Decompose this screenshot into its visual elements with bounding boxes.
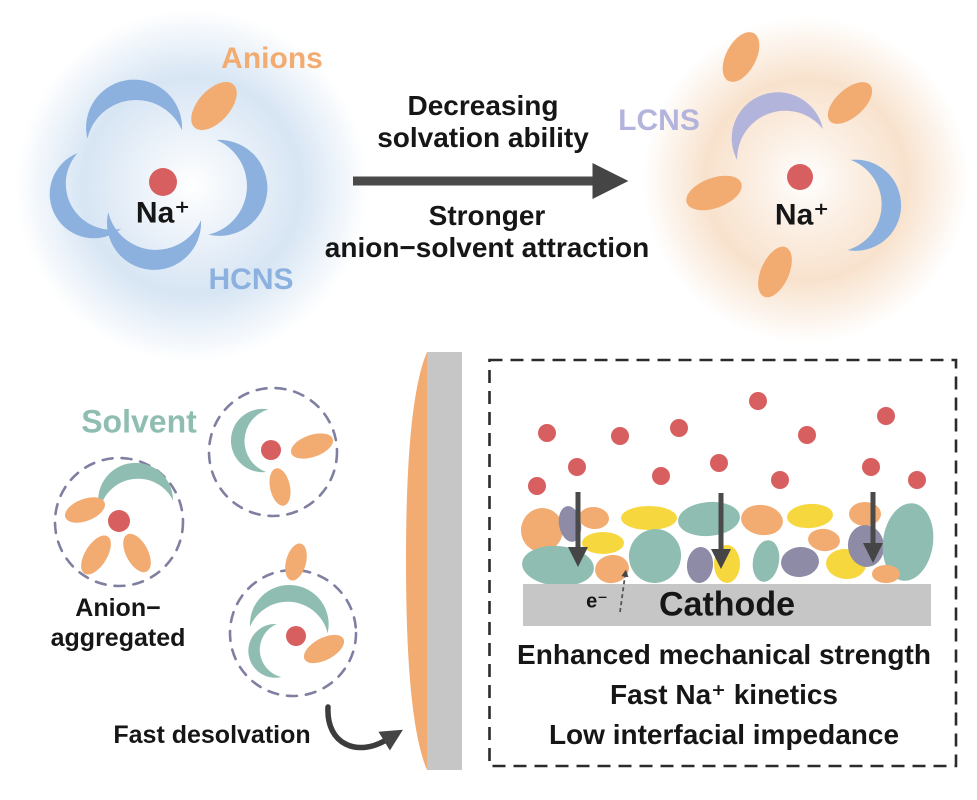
- benefit-item: Enhanced mechanical strength: [517, 639, 931, 670]
- solvent-crescent-icon: [246, 623, 282, 680]
- anion-icon: [81, 535, 111, 575]
- anion-icon: [191, 81, 237, 131]
- transition-top-line2: solvation ability: [377, 122, 589, 153]
- na-ion-dot: [261, 440, 281, 460]
- transition-bottom-line2: anion−solvent attraction: [324, 232, 650, 263]
- anion-icon: [758, 246, 792, 298]
- benefits-list: Enhanced mechanical strength Fast Na⁺ ki…: [517, 635, 931, 755]
- na-ion-label: Na⁺: [774, 198, 830, 232]
- anion-icon: [303, 634, 345, 664]
- anion-icon: [269, 468, 291, 506]
- na-ion-dot: [286, 626, 306, 646]
- benefit-item: Low interfacial impedance: [548, 719, 900, 750]
- anion-icon: [827, 82, 873, 124]
- electron-label: e⁻: [586, 590, 608, 613]
- solvation-shell-2: [207, 386, 339, 518]
- solvation-shell-aggregated: [53, 456, 185, 588]
- solvent-label: Solvent: [81, 403, 197, 440]
- dashed-shell-icon: [228, 568, 358, 698]
- interface-panel: [488, 358, 958, 768]
- solvent-crescent-icon: [249, 581, 332, 634]
- panel-dashed-border: [488, 358, 958, 768]
- transition-bottom-label: Stronger anion−solvent attraction: [325, 200, 649, 264]
- solvation-shell-3: [228, 543, 358, 698]
- electrode: [406, 352, 462, 770]
- na-ion-dot: [787, 164, 813, 190]
- na-ion-dot: [149, 168, 177, 196]
- fast-desolvation-label: Fast desolvation: [113, 721, 311, 749]
- anion-icon: [290, 433, 334, 459]
- hcns-solvation-cluster: [16, 10, 368, 362]
- anion-icon: [686, 175, 742, 211]
- insertion-arrows: [568, 492, 883, 569]
- transition-top-line1: Decreasing: [407, 90, 559, 121]
- solvent-crescent-icon: [93, 458, 174, 511]
- lcns-solvation-cluster: [643, 17, 969, 343]
- dashed-shell-icon: [53, 456, 185, 588]
- anion-icon: [722, 32, 760, 82]
- anion-icon: [285, 543, 307, 581]
- anion-aggregated-label: Anion− aggregated: [51, 593, 186, 653]
- dashed-shell-icon: [207, 386, 339, 518]
- curved-arrow-icon: [325, 704, 403, 751]
- na-ion-dots: [528, 392, 926, 495]
- anion-icon: [123, 533, 151, 573]
- anion-icon: [65, 497, 105, 523]
- transition-top-label: Decreasing solvation ability: [377, 90, 589, 154]
- na-ion-label: Na⁺: [135, 196, 191, 230]
- na-ion-dot: [108, 510, 130, 532]
- electrode-bar: [427, 352, 462, 770]
- solvent-crescent-icon: [229, 407, 269, 473]
- benefit-item: Fast Na⁺ kinetics: [610, 679, 838, 710]
- cathode-bar: [523, 584, 931, 626]
- hcns-label: HCNS: [208, 263, 294, 296]
- anion-aggregated-line1: Anion−: [75, 594, 161, 622]
- anions-label: Anions: [221, 42, 323, 75]
- electron-transfer-arrow-icon: [619, 569, 629, 613]
- transition-bottom-line1: Stronger: [428, 200, 546, 231]
- cathode-label: Cathode: [659, 585, 795, 624]
- lcns-label: LCNS: [618, 104, 700, 137]
- anion-aggregated-line2: aggregated: [50, 624, 186, 652]
- electrode-coating: [406, 352, 427, 770]
